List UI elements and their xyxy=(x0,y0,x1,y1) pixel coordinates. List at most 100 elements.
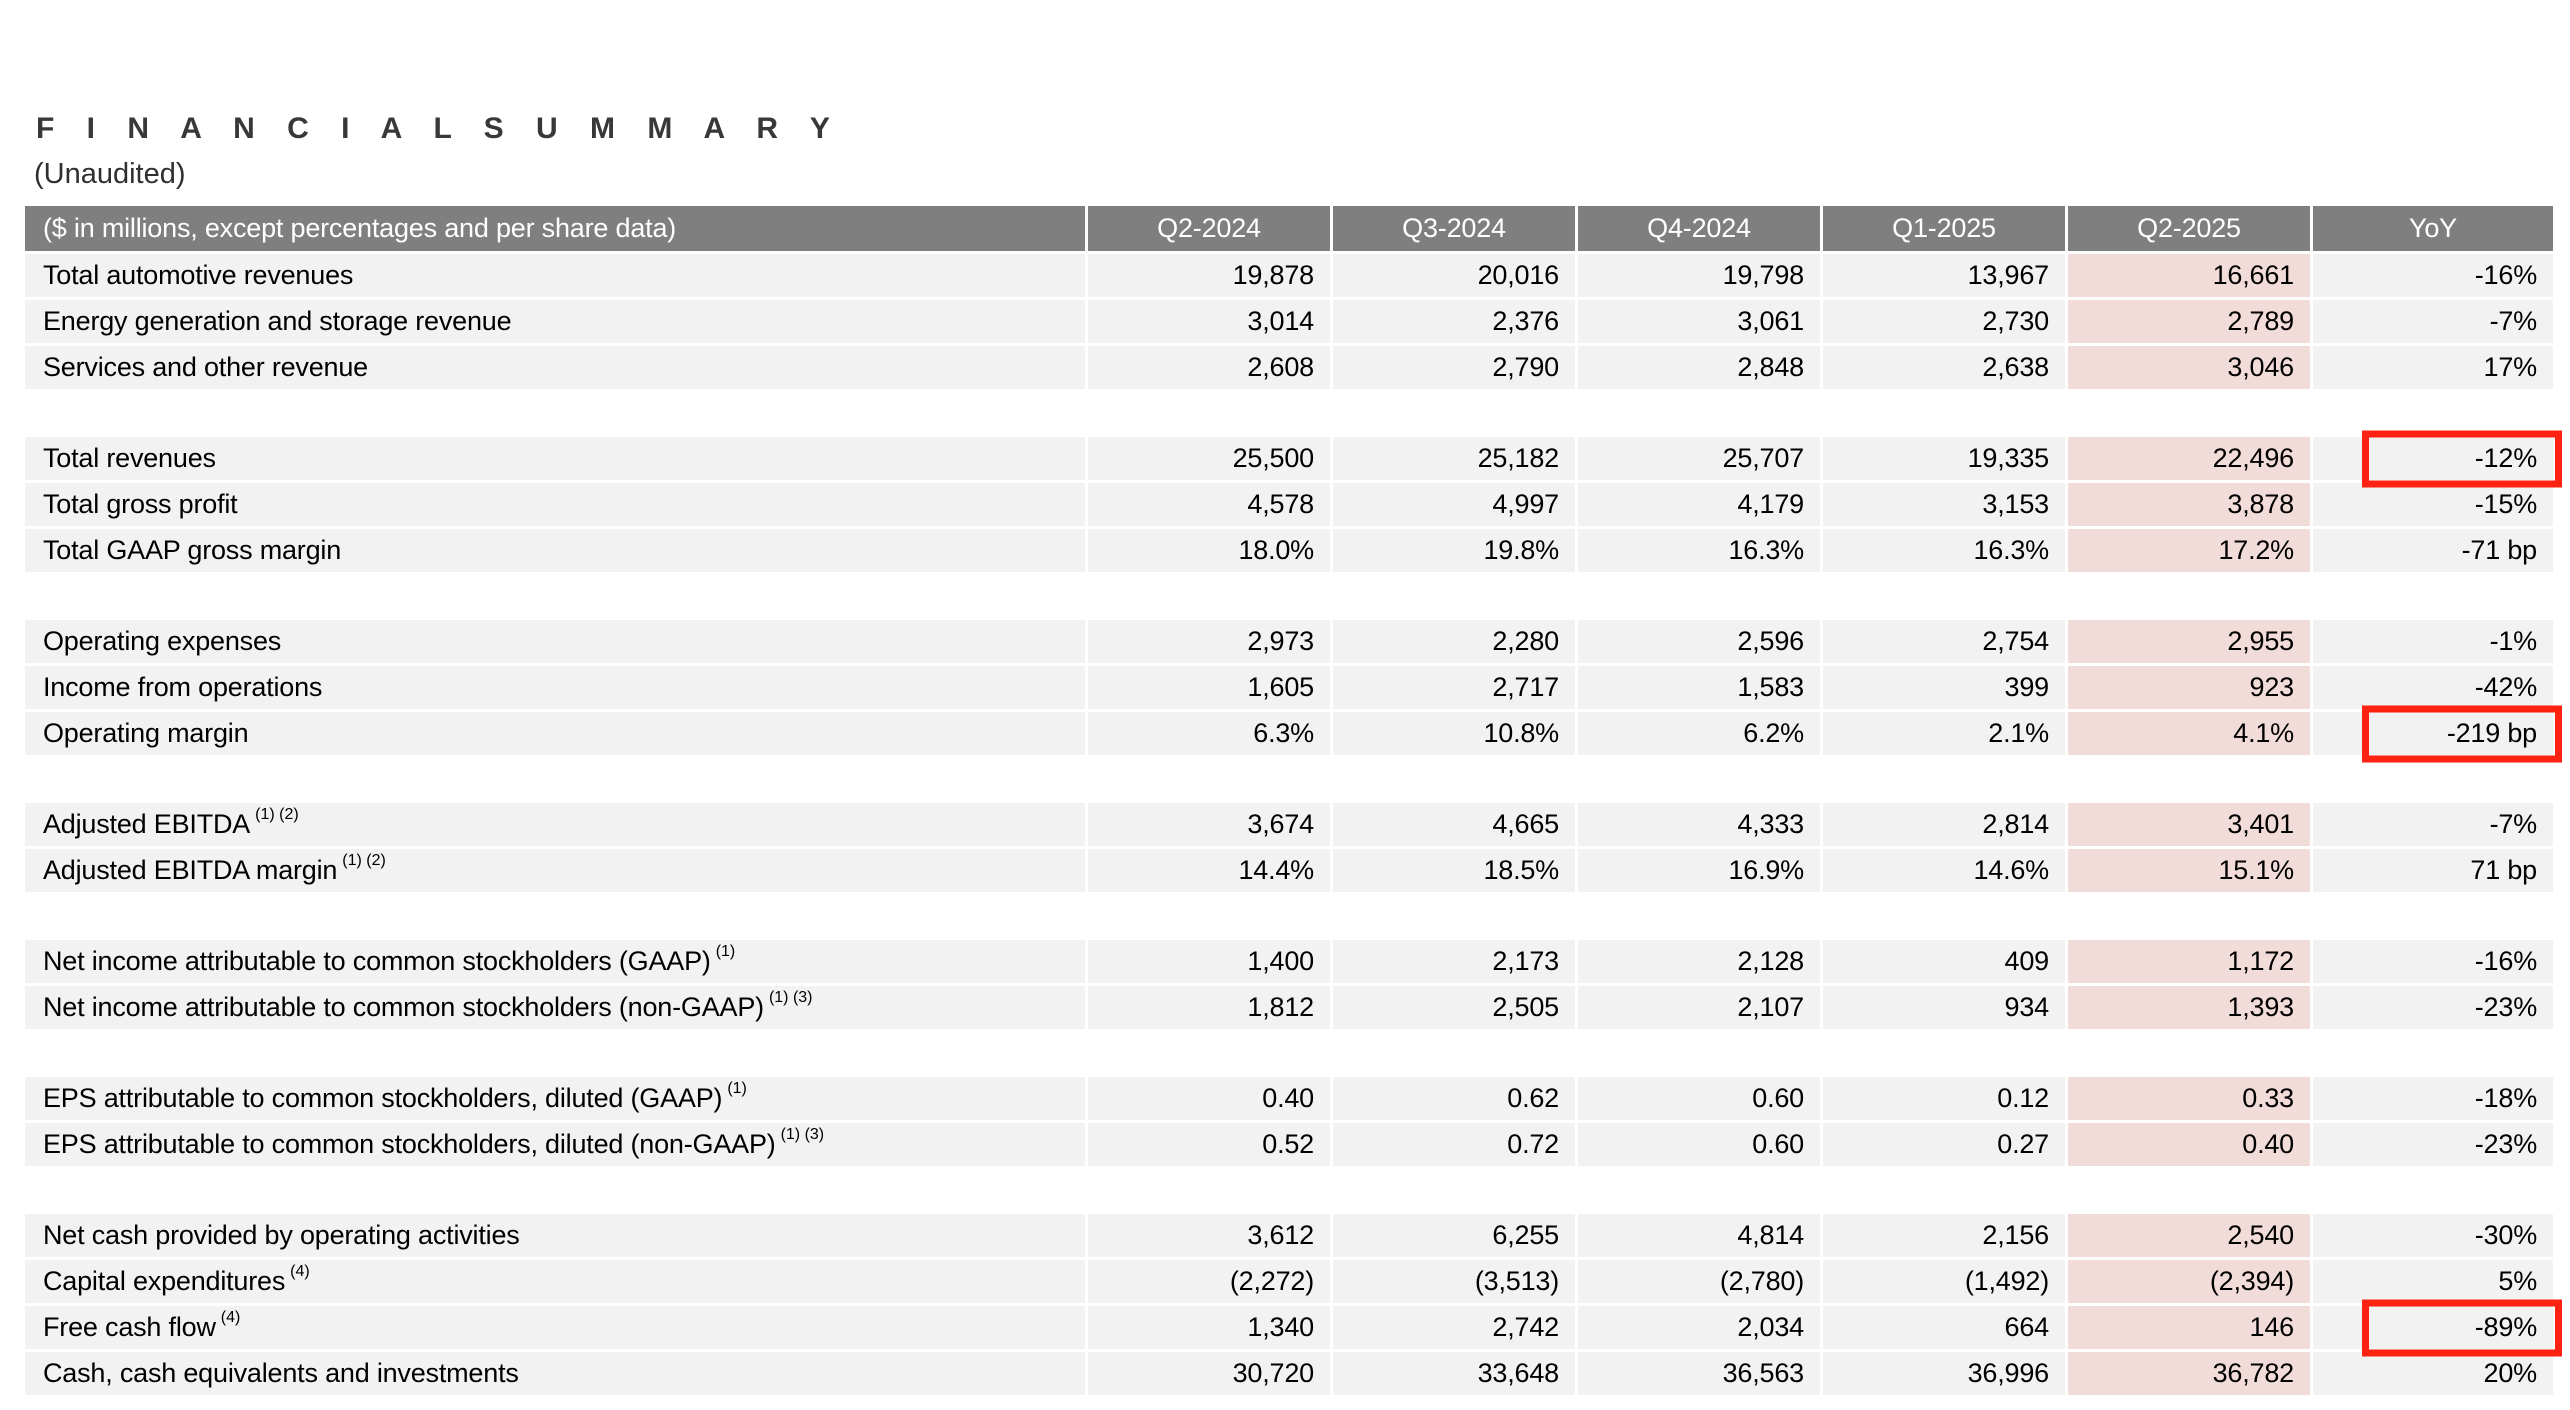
table-row: Net income attributable to common stockh… xyxy=(25,986,2553,1029)
cell-q4-2024: 2,128 xyxy=(1578,940,1820,983)
cell-q4-2024: 16.3% xyxy=(1578,529,1820,572)
cell-q2-2025: 17.2% xyxy=(2068,529,2310,572)
cell-q1-2025: 0.27 xyxy=(1823,1123,2065,1166)
cell-yoy: 17% xyxy=(2313,346,2553,389)
cell-q2-2024: 25,500 xyxy=(1088,437,1330,480)
cell-q1-2025: 36,996 xyxy=(1823,1352,2065,1395)
row-label: Adjusted EBITDA margin xyxy=(43,855,338,885)
yoy-value: 71 bp xyxy=(2470,855,2537,885)
cell-q1-2025: 3,153 xyxy=(1823,483,2065,526)
cell-q1-2025: 14.6% xyxy=(1823,849,2065,892)
row-label: Total automotive revenues xyxy=(43,260,354,290)
cell-q2-2025: 923 xyxy=(2068,666,2310,709)
footnote-ref: (1) (3) xyxy=(780,1125,825,1143)
row-label-cell: Net income attributable to common stockh… xyxy=(25,940,1085,983)
cell-yoy: -7% xyxy=(2313,803,2553,846)
cell-q3-2024: 20,016 xyxy=(1333,254,1575,297)
table-row: Cash, cash equivalents and investments 30… xyxy=(25,1352,2553,1395)
row-label-cell: Net income attributable to common stockh… xyxy=(25,986,1085,1029)
row-label-cell: Adjusted EBITDA margin (1) (2) xyxy=(25,849,1085,892)
cell-q3-2024: 6,255 xyxy=(1333,1214,1575,1257)
table-row: Free cash flow (4) 1,340 2,742 2,034 664 146 -8… xyxy=(25,1299,2562,1356)
cell-q1-2025: 2,156 xyxy=(1823,1214,2065,1257)
cell-q1-2025: 13,967 xyxy=(1823,254,2065,297)
row-label-cell: EPS attributable to common stockholders,… xyxy=(25,1123,1085,1166)
yoy-value: 5% xyxy=(2498,1266,2537,1296)
section-spacer xyxy=(25,575,2553,617)
cell-q2-2025: 0.33 xyxy=(2068,1077,2310,1120)
cell-q4-2024: 4,814 xyxy=(1578,1214,1820,1257)
page-title: F I N A N C I A L S U M M A R Y xyxy=(36,112,837,145)
cell-q4-2024: 2,034 xyxy=(1578,1306,1820,1349)
cell-q2-2025: 2,955 xyxy=(2068,620,2310,663)
header-q2-2025: Q2-2025 xyxy=(2068,206,2310,251)
table-row: Adjusted EBITDA margin (1) (2) 14.4% 18.5% 1… xyxy=(25,849,2553,892)
cell-q2-2024: 2,608 xyxy=(1088,346,1330,389)
cell-yoy: -18% xyxy=(2313,1077,2553,1120)
cell-q3-2024: 2,505 xyxy=(1333,986,1575,1029)
cell-q4-2024: 3,061 xyxy=(1578,300,1820,343)
cell-q2-2024: 6.3% xyxy=(1088,712,1330,755)
yoy-value: -30% xyxy=(2474,1220,2537,1250)
cell-q4-2024: 2,107 xyxy=(1578,986,1820,1029)
cell-q4-2024: 1,583 xyxy=(1578,666,1820,709)
row-label: EPS attributable to common stockholders,… xyxy=(43,1129,776,1159)
table-row: Services and other revenue 2,608 2,790 2,84… xyxy=(25,346,2553,389)
footnote-ref: (4) xyxy=(290,1262,310,1280)
yoy-value: -42% xyxy=(2474,672,2537,702)
row-label: Total GAAP gross margin xyxy=(43,535,342,565)
cell-q2-2024: 1,605 xyxy=(1088,666,1330,709)
cell-yoy: -23% xyxy=(2313,1123,2553,1166)
cell-q4-2024: 2,596 xyxy=(1578,620,1820,663)
yoy-value: -23% xyxy=(2474,1129,2537,1159)
cell-q3-2024: 2,742 xyxy=(1333,1306,1575,1349)
cell-q2-2025: 16,661 xyxy=(2068,254,2310,297)
yoy-value: 20% xyxy=(2483,1358,2538,1388)
cell-yoy: -16% xyxy=(2313,940,2553,983)
yoy-value: -7% xyxy=(2489,306,2538,336)
footnote-ref: (1) (3) xyxy=(768,988,813,1006)
row-label: Total gross profit xyxy=(43,489,238,519)
cell-q1-2025: 2,754 xyxy=(1823,620,2065,663)
cell-q2-2024: 2,973 xyxy=(1088,620,1330,663)
row-label-cell: Total revenues xyxy=(25,437,1085,480)
cell-q4-2024: 0.60 xyxy=(1578,1077,1820,1120)
section-spacer xyxy=(25,895,2553,937)
cell-q3-2024: 4,997 xyxy=(1333,483,1575,526)
table-row: Total automotive revenues 19,878 20,016 19,… xyxy=(25,254,2553,297)
row-label-cell: Total automotive revenues xyxy=(25,254,1085,297)
cell-q2-2024: 0.52 xyxy=(1088,1123,1330,1166)
cell-q2-2025: 22,496 xyxy=(2068,437,2310,480)
header-q4-2024: Q4-2024 xyxy=(1578,206,1820,251)
section-spacer xyxy=(25,392,2553,434)
yoy-value: -1% xyxy=(2489,626,2538,656)
cell-q2-2025: 2,540 xyxy=(2068,1214,2310,1257)
cell-yoy: -219 bp xyxy=(2313,705,2562,762)
row-label-cell: Cash, cash equivalents and investments xyxy=(25,1352,1085,1395)
cell-q4-2024: 4,333 xyxy=(1578,803,1820,846)
cell-q3-2024: 2,376 xyxy=(1333,300,1575,343)
cell-q1-2025: 409 xyxy=(1823,940,2065,983)
cell-q3-2024: 18.5% xyxy=(1333,849,1575,892)
cell-q1-2025: 2,814 xyxy=(1823,803,2065,846)
header-q2-2024: Q2-2024 xyxy=(1088,206,1330,251)
cell-q2-2024: 30,720 xyxy=(1088,1352,1330,1395)
row-label: Energy generation and storage revenue xyxy=(43,306,512,336)
cell-q4-2024: 6.2% xyxy=(1578,712,1820,755)
row-label: Net cash provided by operating activitie… xyxy=(43,1220,520,1250)
cell-yoy: -1% xyxy=(2313,620,2553,663)
cell-q1-2025: 664 xyxy=(1823,1306,2065,1349)
row-label-cell: Free cash flow (4) xyxy=(25,1306,1085,1349)
footnote-ref: (4) xyxy=(220,1308,241,1326)
cell-q2-2024: 1,812 xyxy=(1088,986,1330,1029)
cell-yoy: 5% xyxy=(2313,1260,2553,1303)
cell-q4-2024: 2,848 xyxy=(1578,346,1820,389)
table-row: EPS attributable to common stockholders,… xyxy=(25,1077,2553,1120)
cell-q2-2024: 1,340 xyxy=(1088,1306,1330,1349)
row-label-cell: Operating expenses xyxy=(25,620,1085,663)
row-label-cell: Net cash provided by operating activitie… xyxy=(25,1214,1085,1257)
table-row: Total gross profit 4,578 4,997 4,179 3,153 3,… xyxy=(25,483,2553,526)
cell-q2-2024: 14.4% xyxy=(1088,849,1330,892)
cell-yoy: 71 bp xyxy=(2313,849,2553,892)
cell-q2-2024: 0.40 xyxy=(1088,1077,1330,1120)
